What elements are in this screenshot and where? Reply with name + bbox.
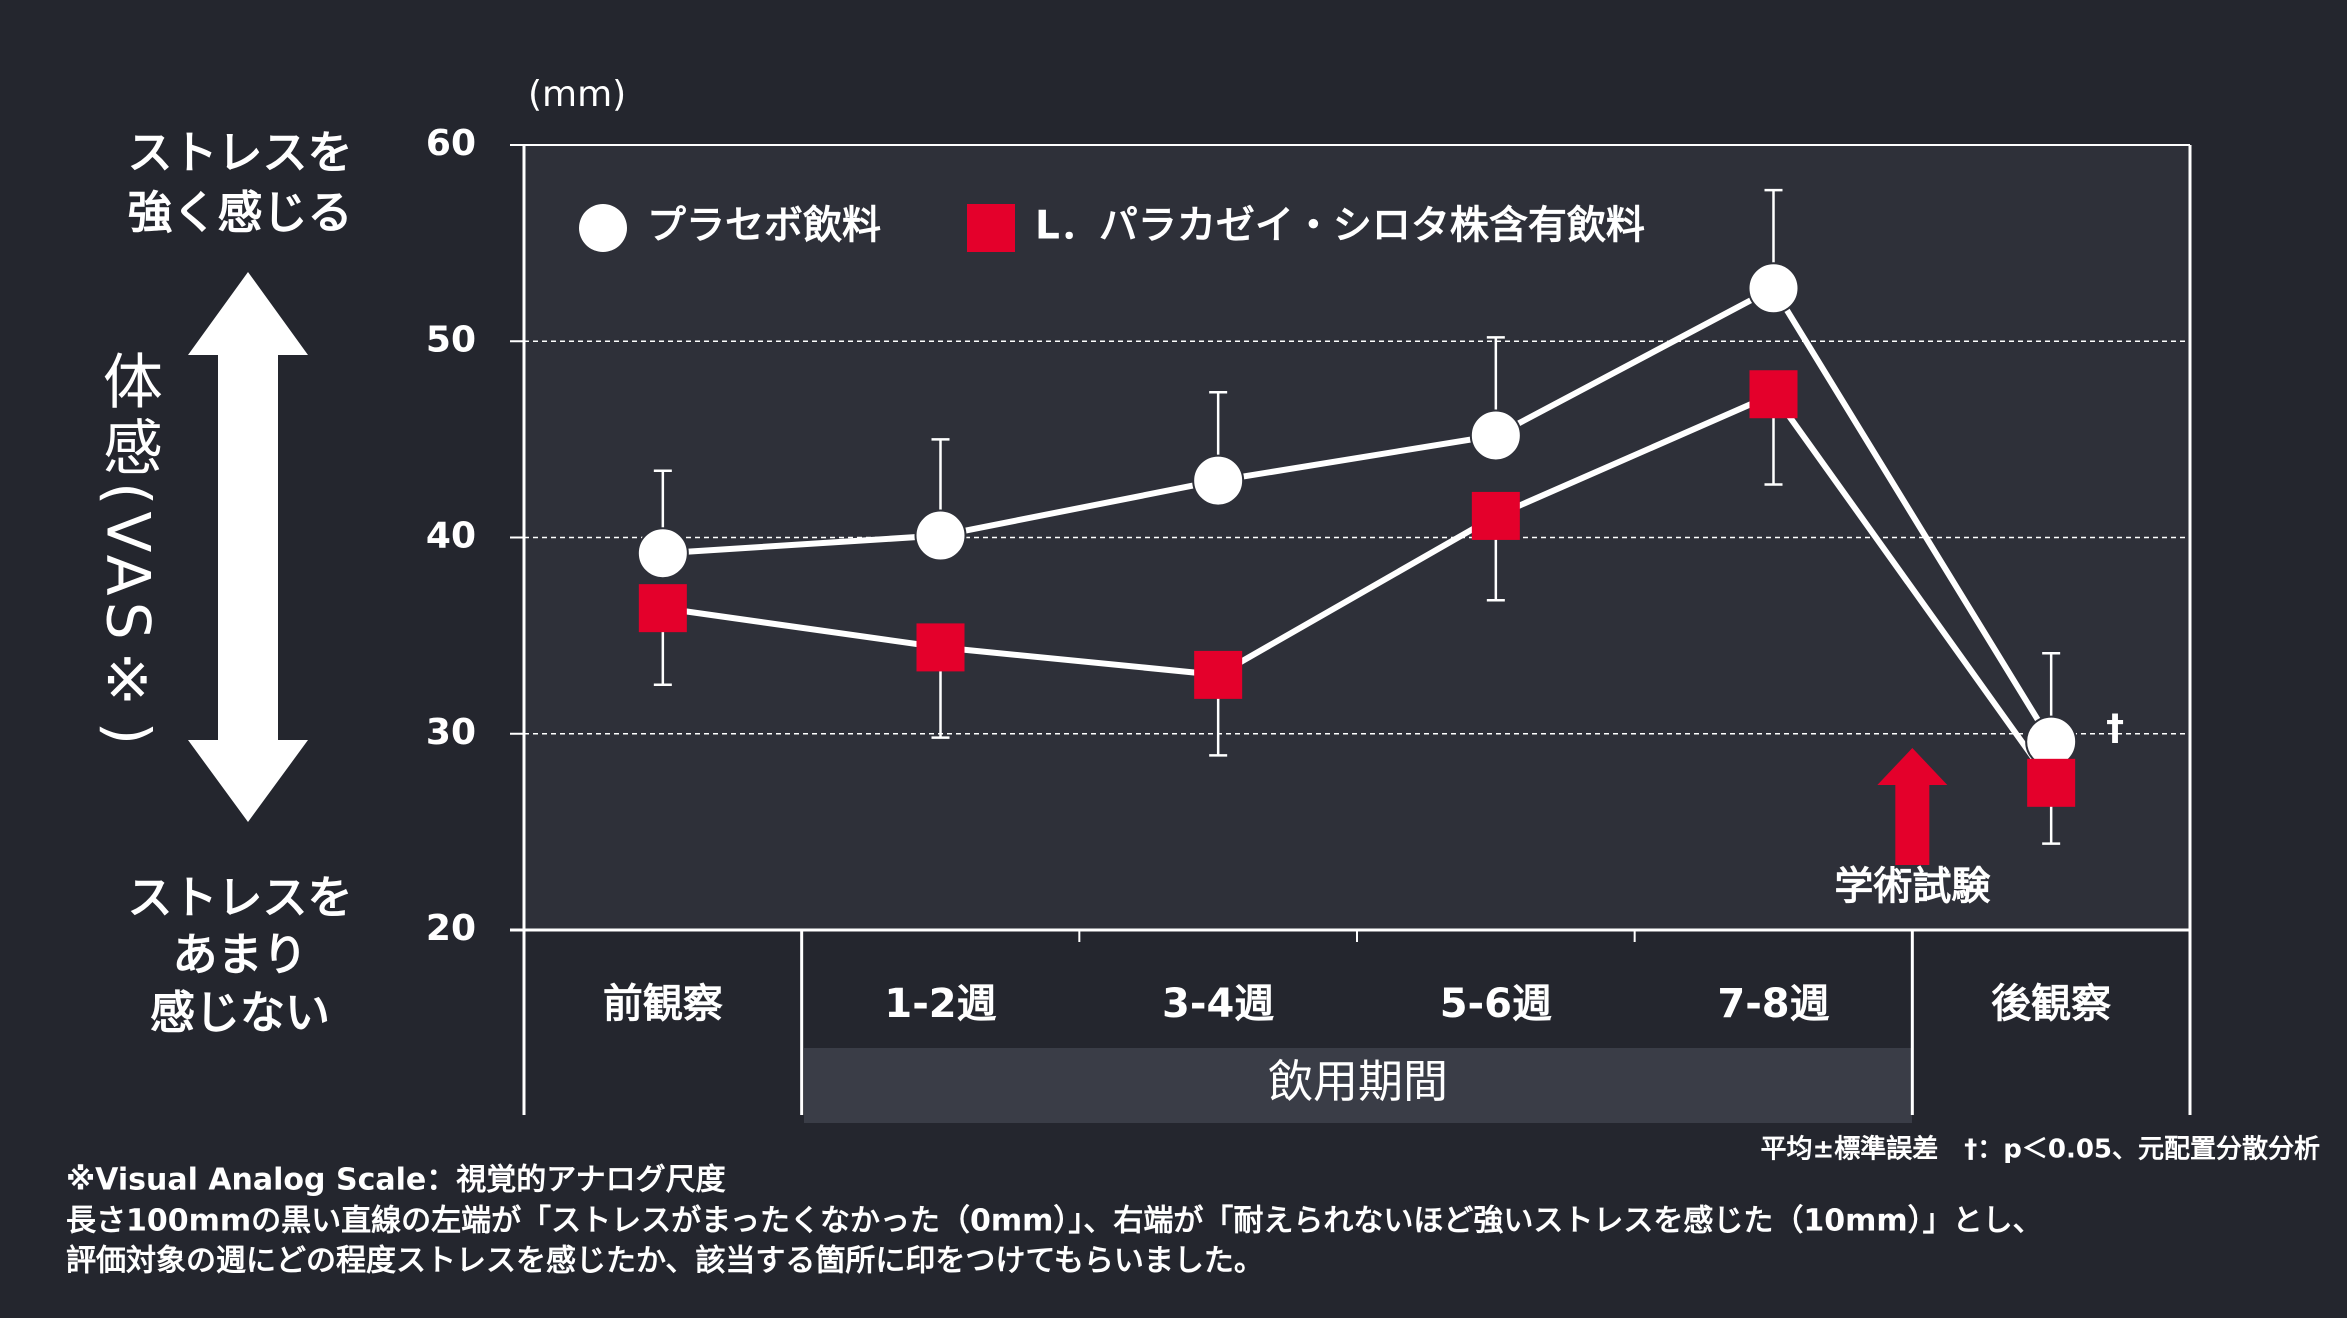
x-tick-label: 後観察 bbox=[1991, 981, 2111, 1027]
series-line bbox=[662, 284, 2054, 744]
legend-marker bbox=[579, 204, 627, 252]
legend-marker bbox=[967, 204, 1015, 252]
footnote: 長さ100mmの黒い直線の左端が「ストレスがまったくなかった（0mm）」、右端が… bbox=[66, 1204, 2043, 1239]
x-tick-label: 3-4週 bbox=[1162, 981, 1274, 1027]
bottom-label: 感じない bbox=[150, 986, 330, 1039]
marker bbox=[636, 527, 689, 580]
vertical-axis-title: 体感(VAS※) bbox=[92, 350, 162, 751]
marker bbox=[1749, 370, 1798, 419]
top-label: 強く感じる bbox=[127, 186, 352, 239]
group-label: 飲用期間 bbox=[1268, 1055, 1448, 1108]
y-tick-label: 20 bbox=[426, 908, 476, 949]
bottom-label: ストレスを bbox=[127, 871, 352, 924]
y-tick-label: 50 bbox=[426, 319, 476, 360]
event-label: 学術試験 bbox=[1834, 865, 1991, 910]
y-tick-label: 40 bbox=[426, 516, 476, 557]
marker bbox=[1747, 262, 1800, 315]
y-tick-label: 60 bbox=[426, 123, 476, 164]
footnote: ※Visual Analog Scale：視覚的アナログ尺度 bbox=[66, 1163, 726, 1198]
double-arrow bbox=[188, 272, 308, 822]
stat-note: 平均±標準誤差 †：p＜0.05、元配置分散分析 bbox=[1760, 1134, 2320, 1165]
marker bbox=[916, 623, 965, 672]
marker bbox=[1469, 409, 1522, 462]
significance-mark: † bbox=[2106, 708, 2124, 749]
y-tick-label: 30 bbox=[426, 712, 476, 753]
group-box bbox=[804, 1048, 1912, 1123]
x-tick-label: 前観察 bbox=[603, 981, 723, 1027]
footnote: 評価対象の週にどの程度ストレスを感じたか、該当する箇所に印をつけてもらいました。 bbox=[66, 1244, 1264, 1279]
x-tick-label: 5-6週 bbox=[1440, 981, 1552, 1027]
x-tick-label: 1-2週 bbox=[884, 981, 996, 1027]
bottom-label: あまり bbox=[172, 928, 307, 981]
marker bbox=[914, 509, 967, 562]
series-line bbox=[662, 390, 2054, 785]
marker bbox=[1194, 650, 1243, 699]
x-tick-label: 7-8週 bbox=[1717, 981, 1829, 1027]
marker bbox=[1192, 454, 1245, 507]
legend-label: プラセボ飲料 bbox=[647, 204, 881, 249]
event-arrow bbox=[1877, 748, 1948, 865]
y-unit: (mm) bbox=[528, 74, 626, 115]
marker bbox=[1471, 491, 1520, 540]
marker bbox=[2027, 758, 2076, 807]
legend-label: L．パラカゼイ・シロタ株含有飲料 bbox=[1035, 204, 1645, 249]
marker bbox=[638, 584, 687, 633]
top-label: ストレスを bbox=[127, 126, 352, 179]
